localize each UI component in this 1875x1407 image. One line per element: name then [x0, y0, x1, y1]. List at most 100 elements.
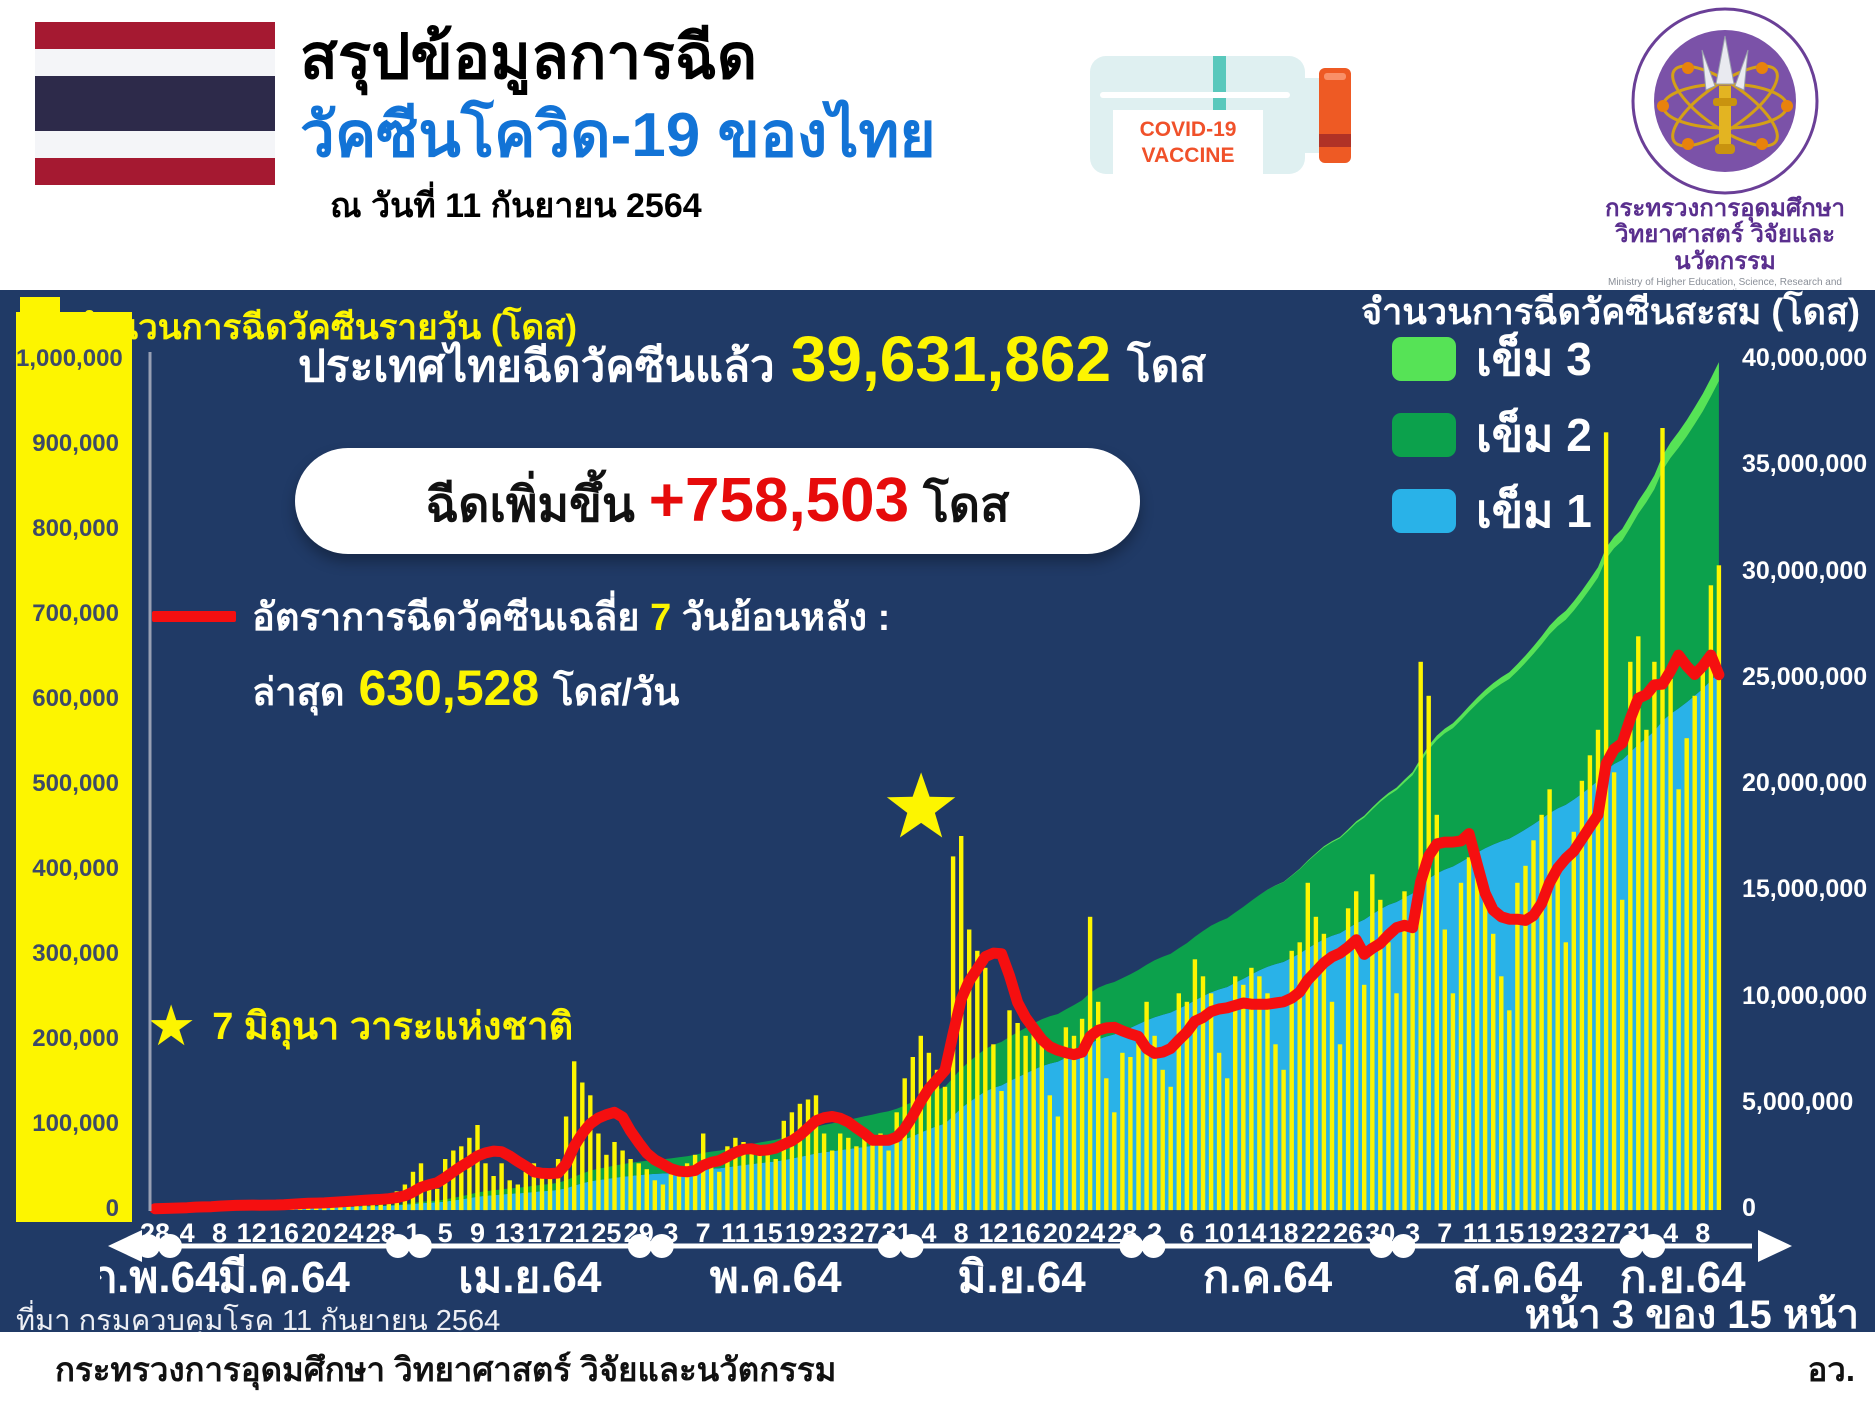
x-day-label: 9 — [470, 1218, 485, 1248]
daily-dose-bar — [1128, 1057, 1133, 1210]
daily-dose-bar — [435, 1188, 440, 1211]
as-of-date: ณ วันที่ 11 กันยายน 2564 — [330, 187, 702, 225]
star-annotation-text: 7 มิถุนา วาระแห่งชาติ — [212, 1006, 574, 1048]
daily-dose-bar — [370, 1202, 375, 1210]
daily-dose-bar — [1120, 1052, 1125, 1211]
ma-latest-unit: โดส/วัน — [553, 672, 680, 714]
right-axis-tick: 25,000,000 — [1742, 662, 1868, 691]
ma-text-7: 7 — [650, 597, 672, 639]
daily-dose-bar — [1233, 976, 1238, 1211]
x-day-label: 5 — [438, 1218, 453, 1248]
timeline-right-arrow-icon — [1758, 1230, 1792, 1262]
daily-dose-bar — [1684, 738, 1689, 1210]
legend-label: เข็ม 1 — [1476, 484, 1592, 537]
daily-dose-bar — [1499, 976, 1504, 1211]
left-axis-tick: 600,000 — [32, 685, 119, 712]
daily-dose-bar — [539, 1174, 545, 1210]
daily-dose-bar — [1370, 874, 1375, 1211]
daily-dose-bar — [660, 1184, 666, 1210]
daily-dose-bar — [910, 1057, 915, 1210]
month-boundary-dot — [649, 1234, 674, 1258]
daily-dose-bar — [1241, 984, 1246, 1211]
x-day-label: 26 — [1333, 1218, 1363, 1248]
moving-average-line — [149, 649, 1725, 1215]
moving-average-legend: อัตราการฉีดวัคซีนเฉลี่ย 7 วันย้อนหลัง : … — [152, 586, 890, 722]
x-day-label: 27 — [849, 1218, 879, 1248]
month-boundary-dot — [627, 1234, 652, 1258]
daily-dose-bar — [1354, 891, 1359, 1211]
daily-dose-bar — [1708, 585, 1714, 1211]
daily-dose-bar — [1023, 1035, 1028, 1211]
ministry-name-line1: กระทรวงการอุดมศึกษา — [1605, 195, 1845, 222]
daily-dose-bar — [1587, 755, 1593, 1211]
legend-label: เข็ม 2 — [1476, 408, 1592, 461]
ministry-logo — [1631, 7, 1819, 195]
daily-dose-bar — [1176, 993, 1181, 1211]
daily-dose-bar — [1160, 1069, 1165, 1211]
daily-dose-bar — [1208, 993, 1214, 1211]
daily-dose-bar — [467, 1137, 472, 1211]
x-day-label: 8 — [212, 1218, 227, 1248]
daily-bars-legend-label: จำนวนการฉีดวัคซีนรายวัน (โดส) — [74, 308, 578, 347]
daily-dose-bar — [725, 1146, 730, 1211]
daily-dose-bar — [781, 1120, 786, 1211]
daily-dose-bar — [1644, 729, 1649, 1210]
daily-dose-bar — [1112, 1112, 1117, 1211]
left-axis-tick: 300,000 — [32, 940, 119, 967]
x-day-label: 20 — [301, 1218, 331, 1248]
x-day-label: 8 — [1695, 1218, 1710, 1248]
daily-dose-bar — [886, 1150, 891, 1210]
daily-dose-bar — [1289, 950, 1294, 1211]
daily-dose-bar — [1039, 1044, 1044, 1211]
total-stat-prefix: ประเทศไทยฉีดวัคซีนแล้ว — [298, 342, 775, 391]
x-day-label: 22 — [1301, 1218, 1331, 1248]
daily-dose-bar — [1402, 891, 1407, 1211]
daily-dose-bar — [580, 1082, 585, 1210]
source-text: ที่มา กรมควบคุมโรค 11 กันยายน 2564 — [16, 1305, 501, 1337]
daily-dose-bar — [1579, 780, 1585, 1211]
daily-dose-bar — [749, 1150, 754, 1210]
daily-dose-bar — [1434, 814, 1439, 1211]
daily-dose-bar — [1547, 789, 1552, 1211]
x-day-label: 17 — [527, 1218, 557, 1248]
daily-dose-bar — [644, 1169, 649, 1210]
daily-dose-bar — [1321, 933, 1327, 1211]
daily-dose-bar — [1410, 908, 1415, 1211]
daily-dose-bar — [1676, 789, 1681, 1211]
x-day-label: 7 — [1437, 1218, 1452, 1248]
daily-dose-bar — [1652, 661, 1657, 1211]
x-day-label: 19 — [785, 1218, 815, 1248]
daily-dose-bar — [1700, 670, 1705, 1211]
left-axis-tick: 0 — [105, 1195, 119, 1222]
daily-dose-bar — [636, 1163, 641, 1211]
vaccine-label-line1: COVID-19 — [1140, 118, 1237, 141]
month-boundary-dot — [136, 1234, 160, 1258]
daily-dose-bar — [1136, 1035, 1141, 1211]
x-day-label: 14 — [1236, 1218, 1266, 1248]
daily-dose-bar — [1297, 942, 1302, 1211]
legend-item: เข็ม 1 — [1392, 482, 1592, 540]
daily-dose-bar — [838, 1133, 843, 1210]
daily-dose-bar — [1507, 1010, 1512, 1211]
page-title-line2: วัคซีนโควิด-19 ของไทย — [300, 101, 936, 170]
trident-emblem — [1701, 35, 1749, 154]
daily-dose-bar — [1660, 428, 1665, 1210]
x-day-label: 6 — [1179, 1218, 1194, 1248]
daily-dose-bar — [1628, 661, 1633, 1211]
legend-label: เข็ม 3 — [1476, 332, 1592, 385]
month-boundary-dot — [877, 1234, 902, 1258]
dose2-area — [155, 381, 1719, 1211]
daily-dose-bar — [821, 1133, 827, 1210]
month-boundary-dot — [407, 1234, 432, 1258]
total-stat-value: 39,631,862 — [790, 323, 1112, 395]
right-axis-tick: 30,000,000 — [1742, 556, 1868, 585]
month-boundary-dot — [1619, 1234, 1644, 1258]
month-boundary-dot — [1141, 1234, 1166, 1258]
month-label: ก.ย.64 — [1620, 1253, 1746, 1302]
x-day-label: 23 — [817, 1218, 847, 1248]
daily-dose-bar — [717, 1171, 722, 1211]
ma-text-1: อัตราการฉีดวัคซีนเฉลี่ย — [252, 597, 640, 639]
month-label: ก.พ.64 — [100, 1253, 220, 1302]
daily-dose-bar — [596, 1133, 601, 1210]
daily-dose-bar — [491, 1176, 496, 1210]
